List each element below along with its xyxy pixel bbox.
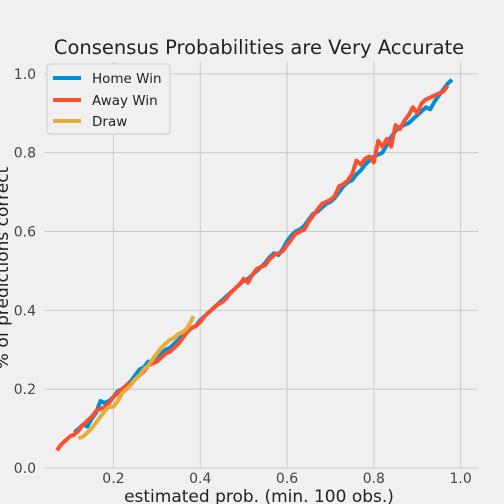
y-tick-label: 0.6 (14, 224, 36, 240)
x-tick-label: 0.8 (363, 471, 385, 487)
y-tick-label: 1.0 (14, 67, 36, 83)
legend-label-home-win: Home Win (92, 71, 162, 87)
legend-label-draw: Draw (92, 114, 127, 130)
chart-title: Consensus Probabilities are Very Accurat… (54, 36, 464, 59)
legend-box (46, 63, 171, 135)
legend-label-away-win: Away Win (92, 93, 158, 109)
y-tick-label: 0.2 (14, 382, 36, 398)
y-tick-label: 0.4 (14, 303, 36, 319)
legend: Home Win Away Win Draw (46, 63, 171, 135)
series-line-away-win (55, 84, 450, 452)
series-lines (55, 78, 454, 452)
series-line-draw (77, 315, 196, 441)
x-tick-label: 1.0 (450, 471, 472, 487)
x-tick-label: 0.6 (276, 471, 298, 487)
x-axis-label: estimated prob. (min. 100 obs.) (124, 487, 394, 504)
tick-labels: 0.2 0.4 0.6 0.8 1.0 0.0 0.2 0.4 0.6 0.8 1.0 (14, 67, 472, 487)
grid (44, 62, 478, 469)
y-tick-label: 0.8 (14, 146, 36, 162)
y-tick-label: 0.0 (14, 461, 36, 477)
x-tick-label: 0.2 (102, 471, 124, 487)
y-axis-label: % of predictions correct (0, 166, 13, 369)
x-tick-label: 0.4 (189, 471, 211, 487)
